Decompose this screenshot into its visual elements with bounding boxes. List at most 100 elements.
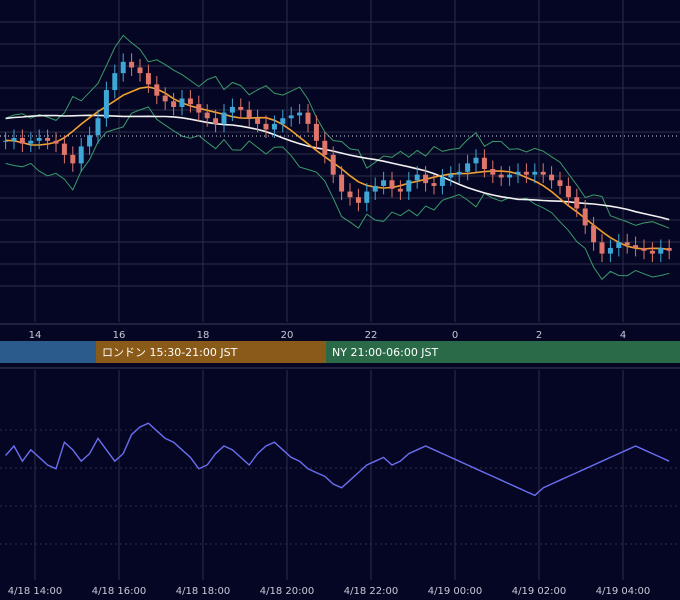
x-tick-label: 20 (281, 330, 294, 341)
session-band (96, 341, 326, 363)
date-tick-label: 4/19 00:00 (428, 586, 482, 597)
bollinger-lower (5, 106, 670, 281)
ma-long-line (5, 114, 670, 221)
candle-body (280, 118, 286, 124)
x-tick-label: 4 (620, 330, 626, 341)
candle-body (532, 171, 538, 175)
candle-body (53, 140, 59, 144)
candle-body (406, 180, 412, 192)
x-tick-label: 18 (197, 330, 210, 341)
candle-body (448, 174, 454, 178)
candle-body (591, 225, 597, 243)
candle-body (498, 174, 504, 178)
candle-body (381, 180, 387, 186)
x-tick-label: 0 (452, 330, 458, 341)
candle-body (347, 191, 353, 198)
candle-body (288, 115, 294, 119)
candle-body (204, 112, 210, 119)
candle-body (28, 140, 34, 144)
date-tick-label: 4/19 04:00 (596, 586, 650, 597)
candle-body (87, 135, 93, 147)
candle-body (355, 197, 361, 203)
candle-body (213, 118, 219, 124)
candle-body (372, 185, 378, 192)
x-tick-label: 14 (29, 330, 42, 341)
session-band (0, 341, 96, 363)
candle-body (481, 157, 487, 169)
date-tick-label: 4/19 02:00 (512, 586, 566, 597)
candle-body (271, 123, 277, 130)
candle-body (666, 247, 672, 251)
candle-body (70, 154, 76, 164)
x-tick-label: 2 (536, 330, 542, 341)
candle-body (3, 140, 9, 142)
candle-body (120, 61, 126, 74)
candle-body (162, 95, 168, 102)
candle-body (45, 137, 51, 141)
candle-body (137, 67, 143, 74)
candle-body (263, 123, 269, 130)
candle-body (11, 137, 17, 141)
candle-body (397, 188, 403, 192)
x-tick-label: 22 (365, 330, 378, 341)
date-tick-label: 4/18 18:00 (176, 586, 230, 597)
candle-body (507, 174, 513, 178)
candle-body (305, 112, 311, 124)
candle-body (255, 118, 261, 124)
candle-body (649, 250, 655, 254)
date-tick-label: 4/18 14:00 (8, 586, 62, 597)
bollinger-upper (5, 34, 670, 229)
candle-body (565, 185, 571, 198)
session-band (326, 341, 680, 363)
candle-body (246, 109, 252, 119)
candle-body (95, 118, 101, 136)
candle-body (414, 174, 420, 181)
candle-body (574, 197, 580, 209)
candle-body (523, 171, 529, 175)
session-label: NY 21:00-06:00 JST (332, 346, 439, 359)
session-label: ロンドン 15:30-21:00 JST (102, 346, 238, 359)
candle-body (423, 174, 429, 184)
candle-body (154, 84, 160, 96)
candle-body (19, 137, 25, 144)
candle-body (616, 242, 622, 248)
date-tick-label: 4/18 20:00 (260, 586, 314, 597)
candle-body (330, 154, 336, 175)
candle-body (78, 146, 84, 164)
candle-body (658, 247, 664, 254)
candle-body (389, 180, 395, 189)
candle-body (633, 245, 639, 248)
date-tick-label: 4/18 22:00 (344, 586, 398, 597)
candle-body (313, 123, 319, 141)
candle-body (431, 183, 437, 186)
candle-body (456, 171, 462, 175)
candle-body (599, 242, 605, 254)
candle-body (229, 106, 235, 113)
candle-body (196, 104, 202, 113)
candle-body (515, 171, 521, 175)
candle-body (221, 112, 227, 124)
candle-body (238, 106, 244, 110)
date-tick-label: 4/18 16:00 (92, 586, 146, 597)
candle-body (297, 112, 303, 116)
candle-body (641, 247, 647, 251)
candle-body (557, 180, 563, 186)
candle-body (339, 174, 345, 192)
candle-body (364, 191, 370, 203)
candle-body (549, 174, 555, 181)
candle-body (439, 177, 445, 186)
candle-body (322, 140, 328, 155)
candle-body (103, 90, 109, 119)
candle-body (61, 143, 67, 155)
candle-body (36, 137, 42, 141)
candle-body (187, 98, 193, 105)
candle-body (540, 171, 546, 175)
candle-body (473, 157, 479, 164)
candle-body (624, 242, 630, 246)
candle-body (171, 101, 177, 107)
ma-short-line (5, 86, 670, 251)
candle-body (129, 61, 135, 68)
x-tick-label: 16 (113, 330, 126, 341)
rsi-line (5, 422, 670, 497)
